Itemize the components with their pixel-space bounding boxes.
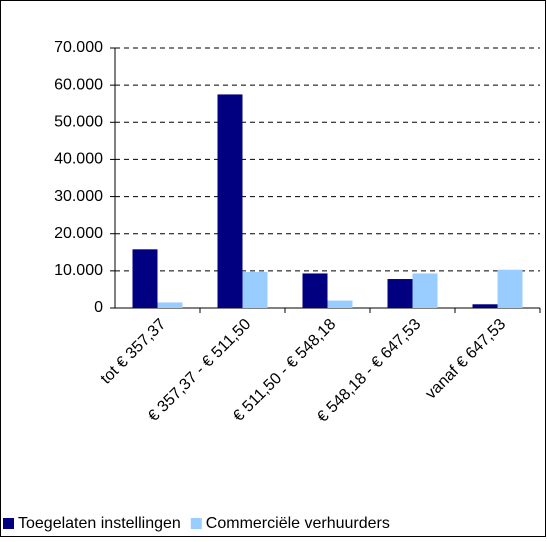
y-tick-label: 30.000 xyxy=(54,188,103,205)
y-tick-label: 10.000 xyxy=(54,262,103,279)
bar xyxy=(132,249,158,308)
bar xyxy=(387,279,413,308)
y-tick-label: 20.000 xyxy=(54,225,103,242)
bar xyxy=(412,273,438,308)
y-tick-label: 0 xyxy=(94,299,103,316)
legend-swatch xyxy=(3,518,14,529)
y-tick-label: 70.000 xyxy=(54,39,103,56)
y-tick-label: 50.000 xyxy=(54,114,103,131)
bar xyxy=(302,273,328,308)
legend-swatch xyxy=(190,518,202,529)
legend-label: Commerciële verhuurders xyxy=(206,515,390,532)
y-tick-label: 40.000 xyxy=(54,151,103,168)
bar xyxy=(157,302,183,308)
y-tick-label: 60.000 xyxy=(54,76,103,93)
bar xyxy=(497,269,523,308)
bar xyxy=(242,271,268,308)
bar xyxy=(327,300,353,308)
legend-label: Toegelaten instellingen xyxy=(18,515,181,532)
bar xyxy=(472,304,498,308)
bar xyxy=(217,94,243,308)
